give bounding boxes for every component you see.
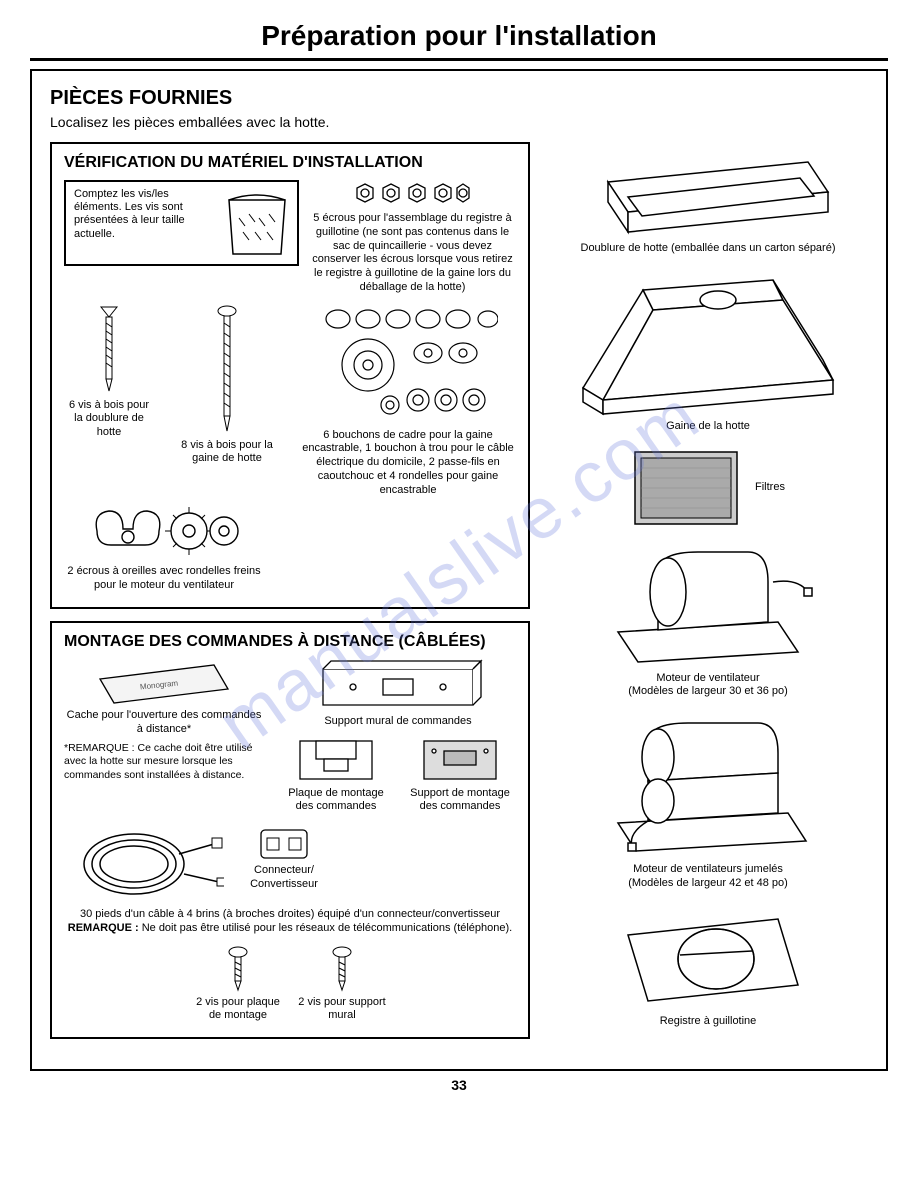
mount-plate-icon: [296, 737, 376, 783]
damper-icon: [608, 905, 808, 1015]
screws-plate-caption: 2 vis pour plaque de montage: [193, 996, 283, 1024]
cover-caption: Cache pour l'ouverture des commandes à d…: [64, 709, 264, 737]
liner-icon: [578, 142, 838, 242]
hardware-bag-icon: [225, 188, 289, 258]
blower-dual-block: Moteur de ventilateurs jumelés (Modèles …: [598, 713, 818, 891]
connector-caption: Connecteur/ Convertisseur: [244, 864, 324, 892]
cover-plate-icon: Monogram: [94, 659, 234, 709]
blower-dual-icon: [598, 713, 818, 863]
mount-bracket-icon: [420, 737, 500, 783]
small-screw2-icon: [329, 946, 355, 992]
filters-block: Filtres: [631, 448, 785, 528]
damper-block: Registre à guillotine: [608, 905, 808, 1029]
mount-plate-caption: Plaque de montage des commandes: [280, 787, 392, 815]
page-number: 33: [30, 1077, 888, 1093]
filters-caption: Filtres: [755, 481, 785, 495]
cable-note: REMARQUE : Ne doit pas être utilisé pour…: [64, 922, 516, 936]
cover-block: Monogram Cache pour l'ouverture des comm…: [64, 659, 264, 782]
connector-block: Connecteur/ Convertisseur: [244, 824, 324, 892]
shell-icon: [573, 270, 843, 420]
screws-wall-caption: 2 vis pour support mural: [297, 996, 387, 1024]
remote-panel: MONTAGE DES COMMANDES À DISTANCE (CÂBLÉE…: [50, 621, 530, 1039]
blower-single-block: Moteur de ventilateur (Modèles de largeu…: [598, 542, 818, 700]
remote-panel-title: MONTAGE DES COMMANDES À DISTANCE (CÂBLÉE…: [64, 633, 516, 651]
wood-screws-8: 8 vis à bois pour la gaine de hotte: [172, 305, 282, 498]
wingnut-icon: [89, 501, 239, 561]
wood-screws-6: 6 vis à bois pour la doublure de hotte: [64, 305, 154, 498]
screw-long-icon: [213, 305, 241, 435]
blower-single-sub: (Modèles de largeur 30 et 36 po): [598, 685, 818, 699]
count-box-text: Comptez les vis/les éléments. Les vis so…: [74, 188, 217, 241]
cable-block: [64, 824, 234, 904]
blower-single-icon: [598, 542, 818, 672]
cable-note-rest: Ne doit pas être utilisé pour les réseau…: [139, 922, 513, 934]
screw-icon: [95, 305, 123, 395]
blower-single-caption: Moteur de ventilateur: [598, 672, 818, 686]
screws-wall-block: 2 vis pour support mural: [297, 946, 387, 1024]
nuts-icon: [353, 180, 473, 208]
liner-caption: Doublure de hotte (emballée dans un cart…: [578, 242, 838, 256]
plugs-caption: 6 bouchons de cadre pour la gaine encast…: [300, 429, 516, 498]
page-title: Préparation pour l'installation: [30, 20, 888, 52]
hardware-panel: VÉRIFICATION DU MATÉRIEL D'INSTALLATION …: [50, 142, 530, 609]
section-heading: PIÈCES FOURNIES: [50, 87, 868, 110]
hardware-panel-title: VÉRIFICATION DU MATÉRIEL D'INSTALLATION: [64, 154, 516, 172]
nuts-block: 5 écrous pour l'assemblage du registre à…: [309, 180, 516, 295]
screws-plate-block: 2 vis pour plaque de montage: [193, 946, 283, 1024]
blower-dual-sub: (Modèles de largeur 42 et 48 po): [598, 877, 818, 891]
plugs-block: 6 bouchons de cadre pour la gaine encast…: [300, 305, 516, 498]
mount-bracket-block: Support de montage des commandes: [404, 737, 516, 815]
shell-block: Gaine de la hotte: [573, 270, 843, 434]
damper-caption: Registre à guillotine: [608, 1015, 808, 1029]
title-rule: [30, 58, 888, 61]
filter-icon: [631, 448, 741, 528]
wall-bracket-icon: [313, 659, 483, 715]
cover-note: *REMARQUE : Ce cache doit être utilisé a…: [64, 742, 264, 781]
wing-nuts-caption: 2 écrous à oreilles avec rondelles frein…: [64, 565, 264, 593]
shell-caption: Gaine de la hotte: [573, 420, 843, 434]
cable-note-bold: REMARQUE :: [68, 922, 139, 934]
wing-nuts: 2 écrous à oreilles avec rondelles frein…: [64, 501, 264, 593]
wood-screws-6-caption: 6 vis à bois pour la doublure de hotte: [64, 399, 154, 440]
count-box: Comptez les vis/les éléments. Les vis so…: [64, 180, 299, 266]
plugs-icon: [318, 305, 498, 425]
wall-bracket-caption: Support mural de commandes: [280, 715, 516, 729]
nuts-caption: 5 écrous pour l'assemblage du registre à…: [309, 212, 516, 295]
section-subtext: Localisez les pièces emballées avec la h…: [50, 114, 868, 130]
cable-icon: [74, 824, 224, 904]
mount-bracket-caption: Support de montage des commandes: [404, 787, 516, 815]
cable-caption: 30 pieds d'un câble à 4 brins (à broches…: [64, 908, 516, 922]
mount-plate-block: Plaque de montage des commandes: [280, 737, 392, 815]
liner-block: Doublure de hotte (emballée dans un cart…: [578, 142, 838, 256]
wood-screws-8-caption: 8 vis à bois pour la gaine de hotte: [172, 439, 282, 467]
small-screw-icon: [225, 946, 251, 992]
wall-bracket-block: Support mural de commandes: [280, 659, 516, 729]
content-frame: manualslive.com PIÈCES FOURNIES Localise…: [30, 69, 888, 1071]
connector-icon: [257, 824, 311, 864]
blower-dual-caption: Moteur de ventilateurs jumelés: [598, 863, 818, 877]
